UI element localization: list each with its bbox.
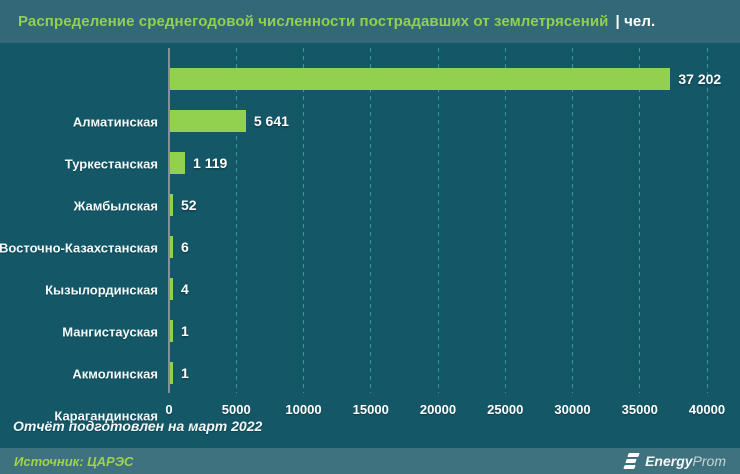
bar <box>170 362 173 384</box>
x-axis-label: 35000 <box>621 402 658 417</box>
category-label: Туркестанская <box>64 156 158 172</box>
x-axis-label: 30000 <box>554 402 591 417</box>
category-label: Алматинская <box>72 114 158 130</box>
y-axis-line <box>168 48 170 393</box>
category-label: Кызылординская <box>45 282 158 298</box>
gridline <box>370 48 372 393</box>
category-label: Карагандинская <box>54 408 158 424</box>
bar <box>170 68 671 90</box>
x-axis-label: 40000 <box>688 402 726 417</box>
value-label: 4 <box>181 281 189 297</box>
logo-text-bold: Energy <box>645 453 693 469</box>
category-label: Акмолинская <box>72 366 158 382</box>
report-note: Отчёт подготовлен на март 2022 <box>13 418 263 434</box>
x-axis-label: 0 <box>165 402 173 417</box>
value-label: 5 641 <box>253 113 289 129</box>
bar <box>170 236 173 258</box>
value-label: 37 202 <box>678 71 722 87</box>
energyprom-icon <box>623 453 640 469</box>
plot-area: 0 5000 10000 15000 20000 25000 30000 35000 40000… <box>165 48 725 417</box>
gridline <box>504 48 506 393</box>
value-label: 1 <box>181 365 189 381</box>
footer-band: Источник: ЦАРЭС EnergyProm <box>0 448 740 474</box>
bar <box>170 152 186 174</box>
gridline <box>572 48 573 393</box>
logo-text-light: Prom <box>692 453 726 469</box>
gridline <box>437 48 439 393</box>
energyprom-logo: EnergyProm <box>623 453 726 469</box>
category-label: Мангистауская <box>62 324 158 340</box>
bar <box>170 278 173 300</box>
x-axis-label: 20000 <box>419 402 457 417</box>
bar <box>170 110 246 132</box>
bar <box>170 194 173 216</box>
gridline <box>303 48 304 393</box>
title-units: | чел. <box>615 13 656 30</box>
value-label: 1 <box>181 323 189 339</box>
x-axis-label: 15000 <box>352 402 389 417</box>
gridline <box>639 48 641 393</box>
bar <box>170 320 173 342</box>
page-title: Распределение среднегодовой численности … <box>18 13 655 30</box>
category-label: Восточно-Казахстанская <box>0 240 158 256</box>
category-label: Жамбылская <box>73 198 158 214</box>
logo-text: EnergyProm <box>645 453 726 469</box>
value-label: 52 <box>181 197 197 213</box>
x-axis-label: 5000 <box>221 402 251 417</box>
x-axis-label: 25000 <box>487 402 524 417</box>
value-label: 1 119 <box>193 155 228 171</box>
header: Распределение среднегодовой численности … <box>0 0 740 43</box>
bar-chart: 0 5000 10000 15000 20000 25000 30000 35000 40000… <box>0 43 740 424</box>
value-label: 6 <box>181 239 189 255</box>
gridline <box>706 48 708 393</box>
gridline <box>235 48 237 393</box>
title-text: Распределение среднегодовой численности … <box>18 13 609 30</box>
source-label: Источник: ЦАРЭС <box>14 453 134 469</box>
x-axis-label: 10000 <box>285 402 322 417</box>
